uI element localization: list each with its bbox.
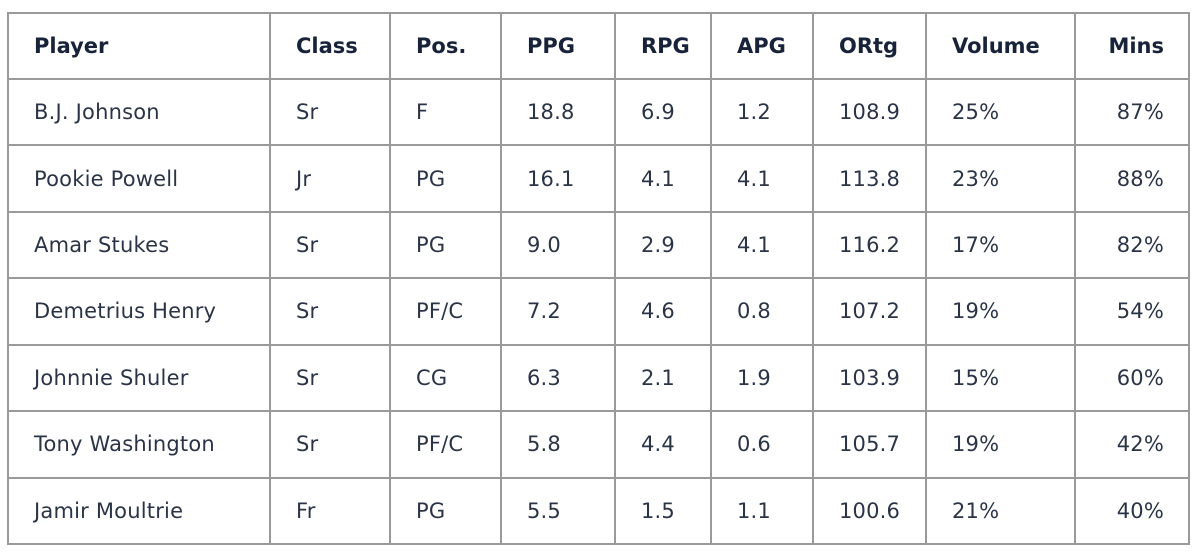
cell-position: F: [389, 77, 502, 147]
cell-ppg: 5.8: [500, 410, 616, 479]
cell-ppg: 7.2: [500, 277, 616, 346]
cell-apg: 0.6: [710, 410, 814, 479]
cell-apg: 4.1: [710, 210, 814, 280]
table-row: Tony Washington Sr PF/C 5.8 4.4 0.6 105.7 19% 42…: [7, 410, 1190, 479]
cell-class: Sr: [269, 210, 391, 280]
cell-ortg: 103.9: [812, 343, 927, 413]
cell-rpg: 2.1: [614, 343, 712, 413]
cell-apg: 1.1: [710, 476, 814, 546]
column-header-apg: APG: [710, 12, 814, 80]
cell-ortg: 113.8: [812, 144, 927, 213]
cell-position: CG: [389, 343, 502, 413]
cell-class: Fr: [269, 476, 391, 546]
cell-volume: 17%: [925, 210, 1076, 280]
cell-class: Sr: [269, 77, 391, 147]
cell-mins: 88%: [1074, 144, 1190, 213]
cell-ppg: 6.3: [500, 343, 616, 413]
cell-rpg: 4.6: [614, 277, 712, 346]
table-row: Demetrius Henry Sr PF/C 7.2 4.6 0.8 107.2 19% 54…: [7, 277, 1190, 346]
cell-class: Jr: [269, 144, 391, 213]
cell-player: Amar Stukes: [7, 210, 271, 280]
column-header-rpg: RPG: [614, 12, 712, 80]
table-row: Amar Stukes Sr PG 9.0 2.9 4.1 116.2 17% 82%: [7, 210, 1190, 280]
cell-rpg: 1.5: [614, 476, 712, 546]
cell-rpg: 4.1: [614, 144, 712, 213]
cell-ortg: 108.9: [812, 77, 927, 147]
cell-apg: 1.9: [710, 343, 814, 413]
cell-ortg: 105.7: [812, 410, 927, 479]
cell-volume: 15%: [925, 343, 1076, 413]
cell-ppg: 9.0: [500, 210, 616, 280]
cell-apg: 0.8: [710, 277, 814, 346]
cell-ppg: 16.1: [500, 144, 616, 213]
cell-position: PG: [389, 210, 502, 280]
cell-ortg: 107.2: [812, 277, 927, 346]
cell-player: B.J. Johnson: [7, 77, 271, 147]
cell-volume: 25%: [925, 77, 1076, 147]
cell-ppg: 18.8: [500, 77, 616, 147]
cell-class: Sr: [269, 343, 391, 413]
cell-position: PG: [389, 144, 502, 213]
cell-class: Sr: [269, 277, 391, 346]
cell-player: Johnnie Shuler: [7, 343, 271, 413]
table-row: Johnnie Shuler Sr CG 6.3 2.1 1.9 103.9 15% 60%: [7, 343, 1190, 413]
cell-mins: 82%: [1074, 210, 1190, 280]
cell-ortg: 100.6: [812, 476, 927, 546]
cell-position: PF/C: [389, 410, 502, 479]
column-header-volume: Volume: [925, 12, 1076, 80]
cell-volume: 23%: [925, 144, 1076, 213]
column-header-ppg: PPG: [500, 12, 616, 80]
table-row: Pookie Powell Jr PG 16.1 4.1 4.1 113.8 23% 88%: [7, 144, 1190, 213]
table-row: Jamir Moultrie Fr PG 5.5 1.5 1.1 100.6 21% 40%: [7, 476, 1190, 546]
cell-position: PG: [389, 476, 502, 546]
cell-rpg: 4.4: [614, 410, 712, 479]
cell-ortg: 116.2: [812, 210, 927, 280]
column-header-position: Pos.: [389, 12, 502, 80]
cell-position: PF/C: [389, 277, 502, 346]
cell-player: Jamir Moultrie: [7, 476, 271, 546]
cell-player: Demetrius Henry: [7, 277, 271, 346]
player-stats-table: Player Class Pos. PPG RPG APG ORtg Volume Mins B…: [7, 12, 1190, 546]
cell-mins: 42%: [1074, 410, 1190, 479]
cell-volume: 19%: [925, 410, 1076, 479]
cell-player: Tony Washington: [7, 410, 271, 479]
table-row: B.J. Johnson Sr F 18.8 6.9 1.2 108.9 25% 87%: [7, 77, 1190, 147]
header-row: Player Class Pos. PPG RPG APG ORtg Volume Mins: [7, 12, 1190, 80]
cell-rpg: 2.9: [614, 210, 712, 280]
cell-mins: 60%: [1074, 343, 1190, 413]
cell-volume: 19%: [925, 277, 1076, 346]
cell-rpg: 6.9: [614, 77, 712, 147]
cell-mins: 54%: [1074, 277, 1190, 346]
cell-apg: 4.1: [710, 144, 814, 213]
column-header-player: Player: [7, 12, 271, 80]
cell-class: Sr: [269, 410, 391, 479]
cell-mins: 40%: [1074, 476, 1190, 546]
cell-volume: 21%: [925, 476, 1076, 546]
cell-ppg: 5.5: [500, 476, 616, 546]
cell-apg: 1.2: [710, 77, 814, 147]
cell-mins: 87%: [1074, 77, 1190, 147]
column-header-mins: Mins: [1074, 12, 1190, 80]
column-header-class: Class: [269, 12, 391, 80]
column-header-ortg: ORtg: [812, 12, 927, 80]
cell-player: Pookie Powell: [7, 144, 271, 213]
